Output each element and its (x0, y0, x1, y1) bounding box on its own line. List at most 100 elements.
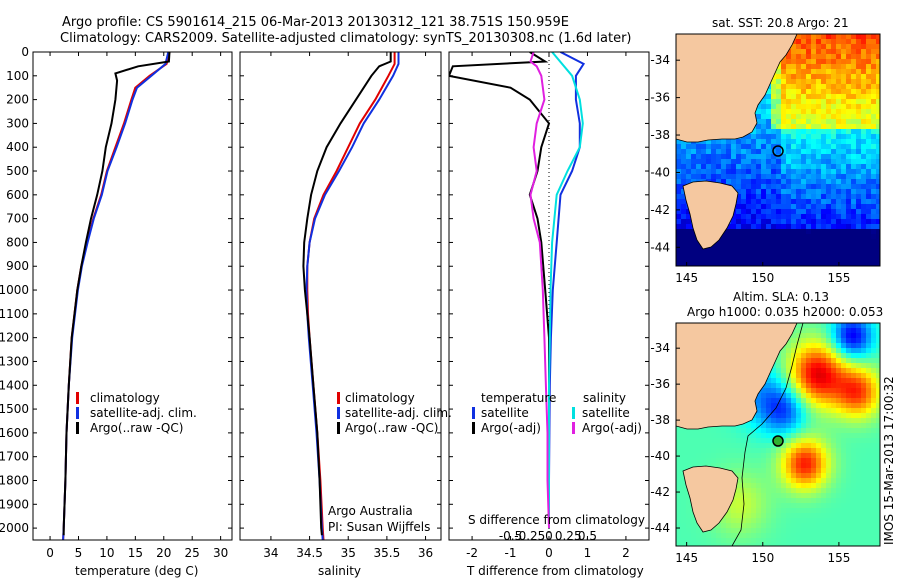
sst-cell (811, 104, 816, 109)
sla-cell (871, 488, 876, 493)
sst-cell (791, 249, 796, 254)
sla-cell (761, 513, 766, 518)
sla-cell (876, 543, 880, 546)
sla-cell (866, 358, 871, 363)
sst-cell (751, 209, 756, 214)
sla-cell (841, 463, 846, 468)
sla-cell (831, 398, 836, 403)
sst-cell (866, 134, 871, 139)
sst-cell (856, 99, 861, 104)
sla-cell (876, 513, 880, 518)
sst-cell (836, 44, 841, 49)
sla-cell (816, 438, 821, 443)
sla-cell (841, 518, 846, 523)
sla-cell (786, 478, 791, 483)
sla-cell (841, 408, 846, 413)
sst-cell (791, 159, 796, 164)
sla-cell (751, 518, 756, 523)
sst-cell (791, 204, 796, 209)
sst-cell (691, 254, 696, 259)
sst-cell (806, 129, 811, 134)
sst-cell (676, 159, 681, 164)
sla-cell (811, 543, 816, 546)
sst-cell (766, 234, 771, 239)
sla-cell (756, 408, 761, 413)
sla-cell (806, 343, 811, 348)
sla-cell (851, 443, 856, 448)
sla-cell (736, 533, 741, 538)
sla-cell (866, 483, 871, 488)
sst-cell (731, 164, 736, 169)
sla-cell (796, 433, 801, 438)
sst-cell (751, 174, 756, 179)
sla-cell (836, 483, 841, 488)
sla-cell (846, 493, 851, 498)
sla-cell (856, 373, 861, 378)
sla-cell (801, 468, 806, 473)
sst-cell (816, 109, 821, 114)
sla-cell (716, 458, 721, 463)
sla-cell (856, 463, 861, 468)
sst-cell (846, 254, 851, 259)
sla-cell (836, 488, 841, 493)
sst-cell (781, 74, 786, 79)
sst-cell (681, 244, 686, 249)
sst-cell (811, 189, 816, 194)
sla-cell (861, 538, 866, 543)
sst-cell (836, 39, 841, 44)
sla-cell (711, 443, 716, 448)
sst-cell (791, 104, 796, 109)
sla-cell (736, 508, 741, 513)
sst-cell (746, 264, 751, 266)
sst-cell (716, 264, 721, 266)
y-tick-label: 600 (6, 188, 29, 202)
sla-cell (796, 378, 801, 383)
sla-cell (676, 498, 681, 503)
sla-cell (691, 533, 696, 538)
sst-cell (856, 194, 861, 199)
sst-cell (676, 254, 681, 259)
sla-cell (806, 443, 811, 448)
sst-cell (831, 44, 836, 49)
sla-cell (816, 343, 821, 348)
map-x-tick-label: 145 (675, 271, 698, 285)
sst-cell (851, 139, 856, 144)
sla-cell (851, 353, 856, 358)
sst-cell (861, 184, 866, 189)
y-tick-label: 100 (6, 69, 29, 83)
sla-cell (851, 508, 856, 513)
sla-cell (816, 538, 821, 543)
sst-cell (681, 249, 686, 254)
sla-cell (736, 488, 741, 493)
sst-cell (861, 239, 866, 244)
sla-cell (856, 488, 861, 493)
sst-cell (831, 74, 836, 79)
sla-cell (851, 398, 856, 403)
sst-cell (696, 259, 701, 264)
sst-cell (696, 254, 701, 259)
sst-cell (771, 239, 776, 244)
sla-cell (721, 543, 726, 546)
sla-cell (851, 438, 856, 443)
sst-cell (856, 114, 861, 119)
sst-cell (811, 139, 816, 144)
sla-cell (791, 393, 796, 398)
sst-cell (871, 179, 876, 184)
sst-cell (741, 199, 746, 204)
sst-cell (866, 189, 871, 194)
sla-cell (861, 408, 866, 413)
sst-cell (796, 164, 801, 169)
sla-cell (791, 433, 796, 438)
sst-cell (871, 114, 876, 119)
sst-cell (821, 69, 826, 74)
sla-cell (756, 503, 761, 508)
sla-cell (781, 513, 786, 518)
sst-cell (781, 224, 786, 229)
sla-cell (851, 523, 856, 528)
sla-cell (791, 498, 796, 503)
sst-cell (821, 249, 826, 254)
sla-cell (846, 528, 851, 533)
sla-cell (741, 518, 746, 523)
sla-cell (706, 428, 711, 433)
sla-cell (781, 393, 786, 398)
